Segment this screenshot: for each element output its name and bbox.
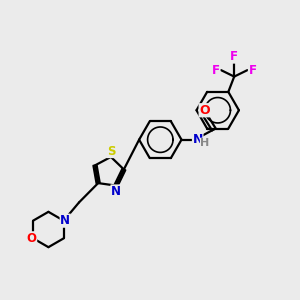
Text: F: F <box>248 64 256 76</box>
Text: H: H <box>200 138 210 148</box>
Text: N: N <box>193 133 203 146</box>
Text: F: F <box>230 50 238 63</box>
Text: N: N <box>111 185 121 198</box>
Text: F: F <box>212 64 220 76</box>
Text: N: N <box>60 214 70 227</box>
Text: O: O <box>27 232 37 245</box>
Text: S: S <box>107 145 115 158</box>
Text: O: O <box>199 104 210 117</box>
